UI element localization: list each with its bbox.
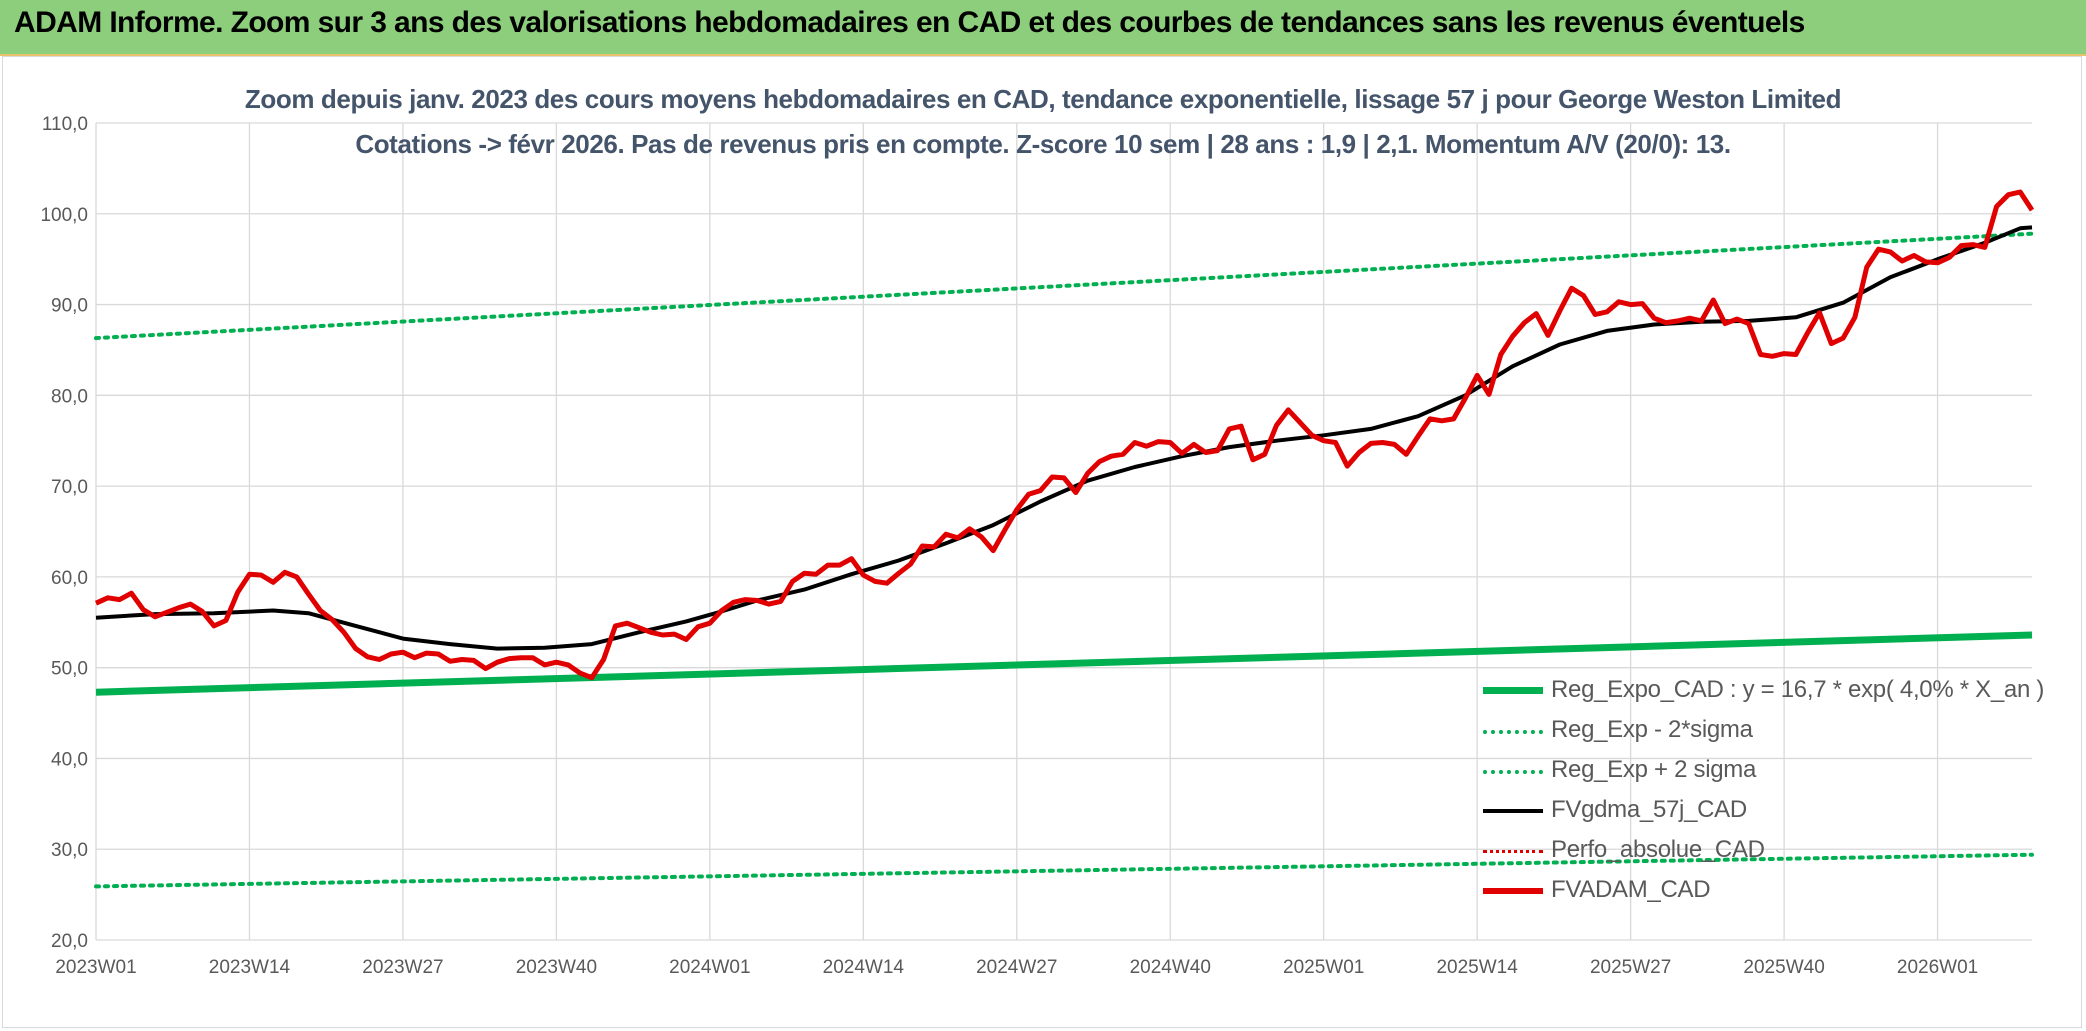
- y-tick-label: 30,0: [51, 840, 88, 861]
- y-tick-label: 50,0: [51, 659, 88, 680]
- y-axis-tick-labels: 20,0 30,0 40,0 50,0 60,0 70,0 80,0 90,0 100,0 110…: [40, 114, 88, 952]
- legend-item-upper-sigma: Reg_Exp + 2 sigma: [1483, 754, 2043, 794]
- x-tick-label: 2025W14: [1436, 957, 1518, 978]
- x-tick-label: 2023W27: [362, 957, 443, 978]
- x-axis-tick-labels: 2023W01 2023W14 2023W27 2023W40 2024W01 2024W…: [55, 957, 1978, 978]
- series-lines: [94, 189, 2035, 889]
- legend-swatch-upper-sigma: [1483, 770, 1543, 774]
- gridlines: [95, 122, 2032, 941]
- report-title: ADAM Informe. Zoom sur 3 ans des valoris…: [14, 6, 1805, 39]
- x-tick-label: 2026W01: [1897, 957, 1978, 978]
- legend-item-perfo: Perfo_absolue_CAD: [1483, 834, 2043, 874]
- legend-item-adam: FVADAM_CAD: [1483, 874, 2043, 914]
- y-tick-label: 70,0: [51, 477, 88, 498]
- chart-title-line-1: Zoom depuis janv. 2023 des cours moyens …: [244, 84, 1842, 114]
- y-tick-label: 20,0: [51, 931, 88, 952]
- legend-swatch-perfo: [1483, 850, 1543, 853]
- legend-label-adam: FVADAM_CAD: [1551, 876, 1711, 903]
- x-tick-label: 2024W27: [976, 957, 1057, 978]
- legend-label-smoothed: FVgdma_57j_CAD: [1551, 796, 1747, 823]
- x-tick-label: 2023W40: [516, 957, 597, 978]
- series-line-fvgdma_57j_cad: [95, 225, 2033, 651]
- legend-label-upper-sigma: Reg_Exp + 2 sigma: [1551, 756, 1757, 783]
- x-tick-label: 2023W14: [209, 957, 291, 978]
- x-tick-label: 2023W01: [55, 957, 136, 978]
- report-banner: ADAM Informe. Zoom sur 3 ans des valoris…: [0, 0, 2086, 56]
- chart-title-line-2: Cotations -> févr 2026. Pas de revenus p…: [355, 129, 1731, 159]
- x-tick-label: 2025W40: [1743, 957, 1824, 978]
- y-tick-label: 80,0: [51, 386, 88, 407]
- chart-frame: [2, 56, 2082, 1028]
- series-line-reg_exp: [94, 231, 2034, 341]
- y-tick-label: 40,0: [51, 749, 88, 770]
- legend-swatch-lower-sigma: [1483, 730, 1543, 734]
- legend-label-regression: Reg_Expo_CAD : y = 16,7 * exp( 4,0% * X_…: [1551, 676, 2045, 703]
- legend-item-regression: Reg_Expo_CAD : y = 16,7 * exp( 4,0% * X_…: [1483, 674, 2045, 714]
- y-tick-label: 100,0: [40, 205, 88, 226]
- x-tick-label: 2024W40: [1130, 957, 1211, 978]
- y-tick-label: 90,0: [51, 296, 88, 317]
- x-tick-label: 2024W14: [823, 957, 905, 978]
- legend-swatch-regression: [1483, 687, 1543, 694]
- legend-label-lower-sigma: Reg_Exp - 2*sigma: [1551, 716, 1753, 743]
- legend-item-lower-sigma: Reg_Exp - 2*sigma: [1483, 714, 2043, 754]
- y-tick-label: 110,0: [42, 114, 88, 135]
- x-tick-label: 2025W01: [1283, 957, 1364, 978]
- series-line-reg_exp: [94, 852, 2034, 889]
- legend-label-perfo: Perfo_absolue_CAD: [1551, 836, 1765, 863]
- legend-swatch-adam: [1483, 888, 1543, 894]
- y-tick-label: 60,0: [51, 568, 88, 589]
- x-tick-label: 2024W01: [669, 957, 750, 978]
- legend-item-smoothed: FVgdma_57j_CAD: [1483, 794, 2043, 834]
- legend-swatch-smoothed: [1483, 809, 1543, 813]
- series-line-fvadam_cad: [94, 189, 2035, 681]
- x-tick-label: 2025W27: [1590, 957, 1671, 978]
- series-line-reg_expo_cad: [95, 631, 2033, 696]
